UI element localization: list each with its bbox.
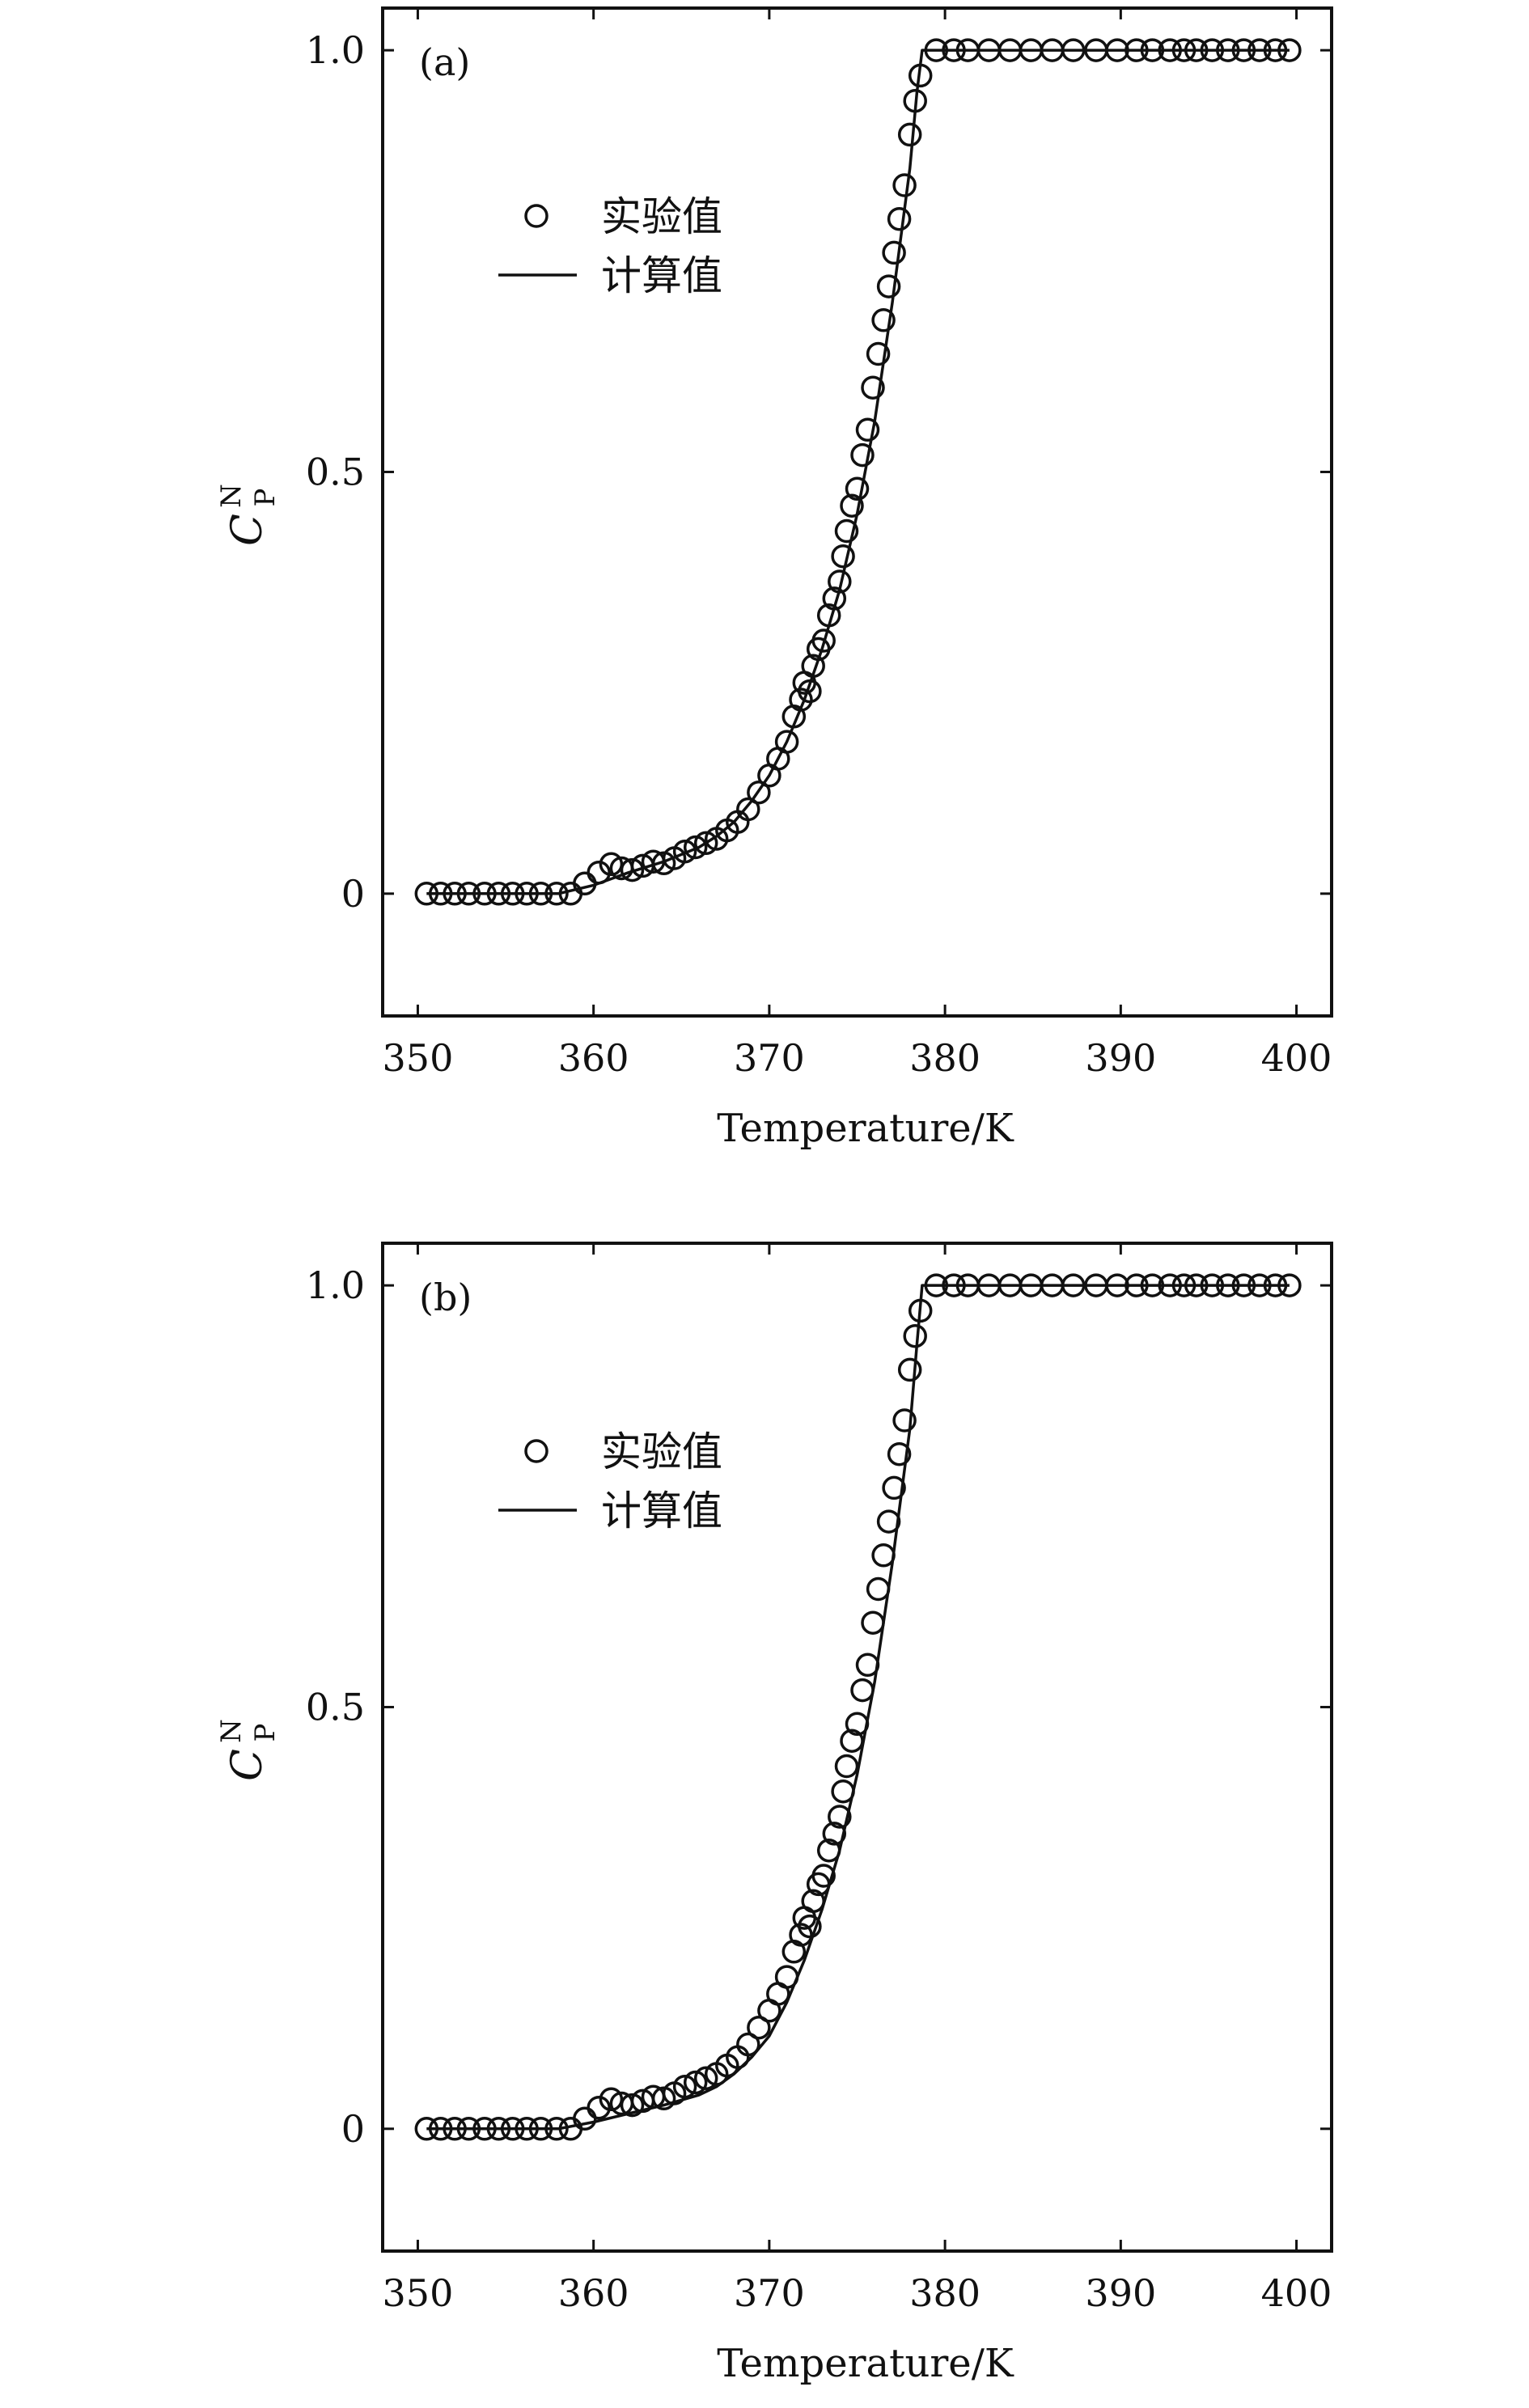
x-tick-label: 400 — [1261, 1036, 1332, 1080]
data-point — [683, 2070, 708, 2095]
data-point — [876, 1509, 901, 1534]
x-tick-label: 370 — [734, 2271, 805, 2315]
data-point — [828, 1805, 852, 1829]
y-tick-label: 1.0 — [306, 1263, 365, 1307]
y-axis-title-sub: P — [249, 1724, 282, 1742]
data-point — [887, 206, 912, 231]
data-point — [840, 493, 864, 518]
x-axis-title: Temperature/K — [717, 2341, 1014, 2386]
data-point — [798, 1914, 822, 1939]
y-tick-label: 0.5 — [306, 1685, 365, 1729]
chart-panel-b: 350 360 370 380 390 400 0 0.5 1.0 Temperature/K CN… — [215, 1242, 1333, 2386]
data-point — [672, 2074, 697, 2099]
series-line-calculated — [426, 49, 1290, 895]
legend-marker-experimental — [524, 204, 548, 228]
data-point — [747, 2015, 771, 2040]
data-point — [789, 1923, 813, 1947]
y-axis-title-main: C — [223, 514, 272, 546]
data-point — [861, 1610, 885, 1635]
plot-frame — [381, 1242, 1333, 2253]
x-tick-label: 350 — [383, 2271, 454, 2315]
y-axis-title: CN P — [215, 484, 282, 546]
x-tick-label: 380 — [909, 2271, 981, 2315]
data-point — [672, 839, 697, 864]
data-point — [573, 871, 597, 896]
y-axis-title-sup: N — [215, 1719, 248, 1743]
series-line-calculated — [426, 1284, 1290, 2131]
x-tick-label: 370 — [734, 1036, 805, 1080]
data-point — [866, 341, 891, 366]
data-point — [693, 831, 718, 856]
data-point — [892, 1408, 917, 1433]
data-point — [620, 2093, 645, 2118]
data-point — [882, 1475, 906, 1500]
x-tick-label: 380 — [909, 1036, 981, 1080]
legend-marker-experimental — [524, 1439, 548, 1463]
data-point — [871, 1543, 896, 1568]
data-point — [683, 835, 708, 860]
series-markers-experimental — [414, 1273, 1302, 2141]
data-point — [774, 730, 799, 754]
x-tick-label: 390 — [1085, 2271, 1156, 2315]
data-point — [861, 375, 885, 400]
data-point — [897, 1357, 922, 1382]
panel-label: (b) — [419, 1276, 472, 1319]
y-axis-title: CN P — [215, 1719, 282, 1781]
x-tick-label: 390 — [1085, 1036, 1156, 1080]
data-point — [811, 1864, 836, 1888]
plot-frame — [381, 6, 1333, 1018]
data-point — [599, 2087, 624, 2112]
data-point — [587, 2095, 611, 2120]
y-axis-title-sub: P — [249, 489, 282, 507]
chart-panel-a: 350 360 370 380 390 400 0 0.5 1.0 Temperature/K CN… — [215, 6, 1333, 1151]
x-tick-label: 400 — [1261, 2271, 1332, 2315]
data-point — [736, 2032, 760, 2057]
y-tick-label: 0.5 — [306, 450, 365, 493]
series-markers-experimental — [414, 38, 1302, 906]
x-tick-label: 360 — [558, 2271, 629, 2315]
data-point — [831, 544, 855, 569]
data-point — [882, 240, 906, 265]
data-point — [903, 1323, 927, 1348]
legend-label-calculated: 计算值 — [601, 1488, 722, 1534]
legend-label-calculated: 计算值 — [601, 252, 722, 299]
legend-label-experimental: 实验值 — [601, 1428, 722, 1475]
x-axis-title: Temperature/K — [717, 1106, 1014, 1151]
data-point — [866, 1576, 891, 1602]
data-point — [747, 780, 771, 805]
x-tick-label: 360 — [558, 1036, 629, 1080]
data-point — [693, 2066, 718, 2091]
data-point — [845, 476, 870, 501]
data-point — [871, 308, 896, 332]
data-point — [850, 1678, 875, 1703]
data-point — [892, 173, 917, 197]
y-axis-title-sup: N — [215, 484, 248, 508]
y-axis-title-main: C — [223, 1749, 272, 1781]
data-point — [887, 1441, 912, 1466]
legend-label-experimental: 实验值 — [601, 193, 722, 240]
y-tick-label: 0 — [341, 872, 365, 916]
data-point — [834, 1754, 859, 1779]
data-point — [897, 122, 922, 147]
data-point — [811, 628, 836, 653]
panel-label: (a) — [419, 40, 470, 84]
data-point — [736, 797, 760, 822]
data-point — [876, 274, 901, 298]
data-point — [620, 857, 645, 882]
data-point — [599, 852, 624, 877]
data-point — [855, 417, 880, 442]
y-tick-label: 1.0 — [306, 28, 365, 72]
data-point — [834, 518, 859, 544]
x-tick-label: 350 — [383, 1036, 454, 1080]
y-tick-label: 0 — [341, 2107, 365, 2151]
data-point — [850, 442, 875, 468]
